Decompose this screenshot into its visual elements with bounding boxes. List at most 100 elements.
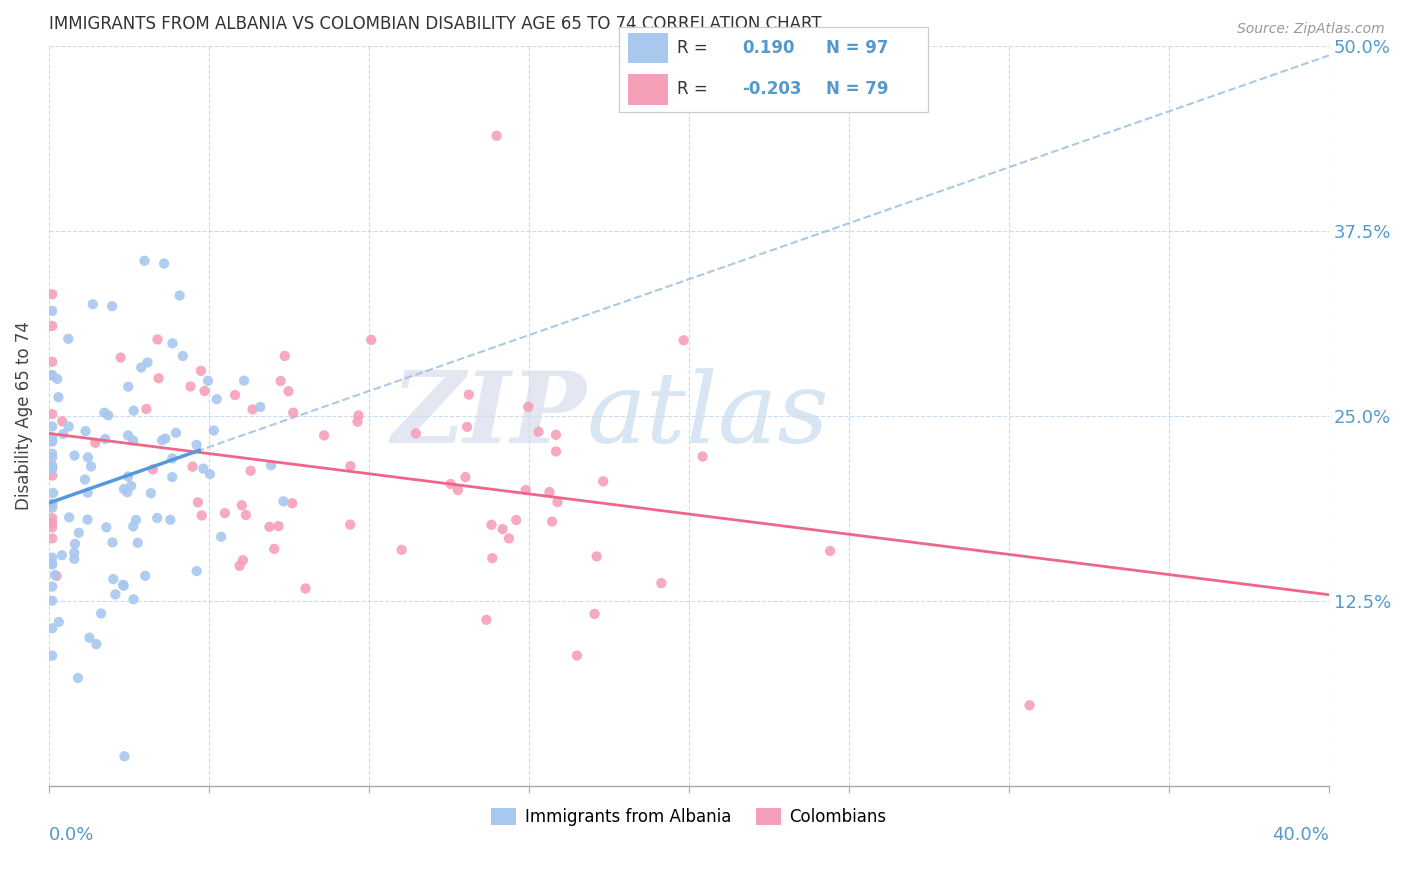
Point (475, 613, 498, 627)
Point (127, 535, 149, 549)
Point (63, 546, 86, 560)
Point (541, 515, 564, 529)
Point (41, 355, 63, 369)
Point (41, 511, 63, 525)
Point (52, 426, 75, 441)
Point (202, 424, 225, 438)
Point (239, 464, 262, 478)
Point (117, 469, 139, 483)
Point (172, 349, 194, 363)
Point (41, 287, 63, 301)
Point (259, 520, 281, 534)
Point (117, 428, 139, 442)
Point (274, 349, 297, 363)
Point (169, 288, 191, 302)
Point (122, 434, 145, 448)
Point (440, 477, 463, 491)
Point (41, 648, 63, 663)
Point (41, 498, 63, 512)
Point (41, 550, 63, 565)
Bar (628, 74, 668, 104)
Point (77, 450, 100, 465)
Point (76, 513, 98, 527)
Point (281, 496, 304, 510)
Point (187, 495, 209, 509)
Point (41, 558, 63, 572)
Point (155, 432, 177, 446)
Point (63, 552, 86, 566)
Point (498, 532, 520, 546)
Point (150, 434, 173, 448)
Point (209, 530, 232, 544)
Text: ZIP: ZIP (391, 368, 586, 464)
Point (112, 482, 135, 496)
Point (63, 449, 86, 463)
Point (197, 374, 219, 388)
Point (139, 486, 162, 500)
Point (585, 549, 607, 564)
Point (79, 631, 101, 645)
Point (41, 407, 63, 421)
Point (63, 537, 86, 551)
Point (96, 520, 118, 534)
Point (90, 607, 112, 621)
Point (41, 500, 63, 515)
Point (339, 459, 361, 474)
Point (692, 450, 714, 464)
Text: R =: R = (678, 80, 709, 98)
Point (41, 593, 63, 607)
Point (41, 621, 63, 635)
Point (447, 483, 470, 497)
Text: -0.203: -0.203 (742, 80, 801, 98)
Point (41, 462, 63, 476)
Point (41, 468, 63, 483)
Point (41, 419, 63, 434)
Point (122, 519, 145, 533)
Text: 0.190: 0.190 (742, 39, 794, 57)
Point (125, 513, 148, 527)
Point (41, 368, 63, 383)
Text: 40.0%: 40.0% (1272, 826, 1329, 844)
Point (391, 542, 413, 557)
Text: N = 79: N = 79 (825, 80, 889, 98)
Point (48, 390, 70, 404)
Point (190, 508, 212, 523)
Point (41, 368, 63, 382)
Point (41, 516, 63, 531)
Point (485, 128, 508, 143)
Point (457, 387, 479, 401)
Point (214, 506, 236, 520)
Point (231, 498, 253, 512)
Y-axis label: Disability Age 65 to 74: Disability Age 65 to 74 (15, 321, 32, 510)
Point (544, 444, 567, 458)
Point (66, 671, 89, 685)
Point (232, 553, 254, 567)
Point (41, 497, 63, 511)
Point (42, 486, 65, 500)
Point (565, 648, 588, 663)
Point (115, 485, 138, 500)
Point (94, 432, 117, 446)
Point (41, 459, 63, 474)
Point (650, 576, 672, 591)
Point (41, 434, 63, 449)
Point (67, 525, 90, 540)
Point (347, 409, 370, 423)
Point (456, 420, 478, 434)
Point (76, 485, 98, 500)
Point (146, 333, 169, 347)
Point (122, 403, 145, 417)
Point (162, 451, 184, 466)
Point (44, 568, 66, 582)
Point (481, 551, 503, 566)
Point (41, 430, 63, 444)
Point (160, 470, 183, 484)
Point (224, 388, 246, 402)
Point (58, 510, 80, 524)
Point (267, 519, 290, 533)
Point (544, 427, 567, 442)
Point (134, 253, 156, 268)
Point (517, 400, 540, 414)
Point (101, 535, 124, 549)
Point (242, 402, 264, 417)
